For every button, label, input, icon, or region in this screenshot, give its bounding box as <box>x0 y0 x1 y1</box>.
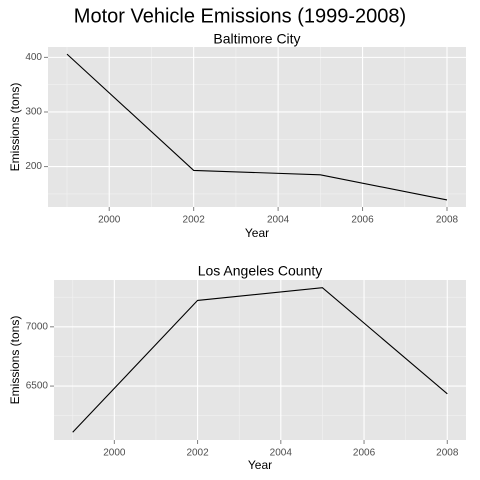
panel-title: Baltimore City <box>213 31 300 47</box>
plot-background <box>54 280 466 440</box>
x-tick-label: 2006 <box>353 448 376 459</box>
x-axis-title: Year <box>245 226 269 240</box>
y-tick-label: 400 <box>25 52 42 63</box>
chart-baltimore-city: Baltimore City 2000 2002 2004 2006 2008 200 300… <box>8 31 466 240</box>
x-tick-label: 2002 <box>183 215 206 226</box>
x-tick-label: 2008 <box>436 215 459 226</box>
series-line <box>72 287 448 433</box>
y-tick-label: 200 <box>25 161 42 172</box>
x-tick-label: 2006 <box>351 215 374 226</box>
x-tick-label: 2004 <box>267 215 290 226</box>
x-tick-label: 2004 <box>270 448 293 459</box>
x-tick-label: 2008 <box>436 448 459 459</box>
x-tick-label: 2000 <box>103 448 126 459</box>
x-tick-label: 2002 <box>186 448 209 459</box>
y-tick-label: 300 <box>25 107 42 118</box>
x-tick-label: 2000 <box>98 215 121 226</box>
x-axis-title: Year <box>248 458 272 472</box>
y-axis-title: Emissions (tons) <box>8 83 22 172</box>
y-tick-label: 6500 <box>26 381 49 392</box>
plot-background <box>48 47 466 207</box>
y-axis-title: Emissions (tons) <box>8 316 22 405</box>
main-title: Motor Vehicle Emissions (1999-2008) <box>74 5 406 27</box>
series-line <box>66 53 448 201</box>
y-tick-label: 7000 <box>26 321 49 332</box>
panel-title: Los Angeles County <box>198 263 323 279</box>
chart-los-angeles-county: Los Angeles County 2000 2002 2004 2006 2008 65… <box>8 263 466 472</box>
